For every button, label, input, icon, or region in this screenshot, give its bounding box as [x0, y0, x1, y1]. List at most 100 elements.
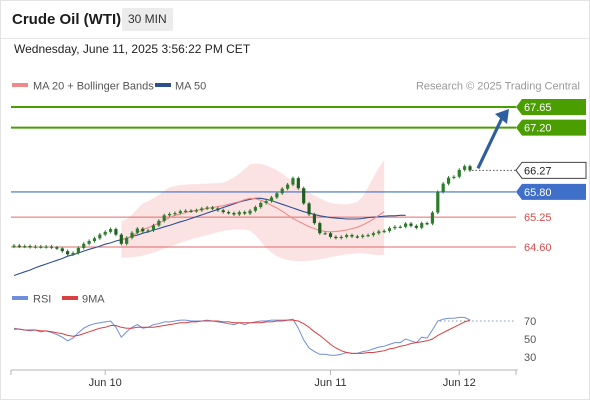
candle-body	[328, 233, 333, 237]
candle-body	[178, 211, 182, 214]
candle-body	[409, 223, 413, 226]
candle-body	[114, 229, 118, 235]
candle-body	[82, 243, 86, 248]
candle-body	[318, 223, 322, 234]
price-plot: 67.65 67.20 66.27 65.80 65.25 64.60	[11, 99, 587, 277]
candle-body	[307, 203, 311, 215]
candle-body	[17, 245, 21, 247]
candle-body	[60, 248, 64, 252]
candle-body	[468, 166, 472, 171]
candle-body	[184, 210, 188, 212]
candle-body	[312, 214, 317, 224]
candle-body	[33, 246, 38, 248]
level-label-64.60: 64.60	[524, 242, 552, 254]
candle-body	[361, 235, 365, 237]
candle-body	[259, 202, 263, 208]
candle-body	[92, 238, 97, 242]
time-axis-ticks: Jun 10 Jun 11 Jun 12	[10, 370, 517, 389]
candle-body	[302, 188, 306, 204]
candle-body	[194, 210, 198, 212]
bollinger-band	[121, 159, 385, 262]
ma50-legend-swatch	[155, 83, 171, 87]
candle-body	[141, 228, 145, 232]
candle-body	[355, 236, 359, 238]
credit-label: Research © 2025 Trading Central	[416, 81, 580, 93]
candle-body	[98, 234, 102, 239]
instrument-title: Crude Oil (WTI)	[12, 11, 122, 28]
candle-body	[425, 223, 429, 225]
candle-body	[280, 188, 284, 194]
rsi-legend-label: RSI	[33, 294, 51, 306]
level-label-66.27: 66.27	[524, 165, 552, 177]
candle-body	[393, 226, 397, 229]
candle-body	[269, 197, 274, 202]
candle-body	[296, 178, 300, 189]
candle-body	[71, 252, 75, 255]
candle-body	[66, 251, 70, 255]
time-tick-label: Jun 12	[443, 377, 476, 389]
rsi-ma9-line	[14, 319, 471, 354]
candle-body	[463, 166, 467, 170]
candle-body	[253, 207, 258, 211]
header-bar: Crude Oil (WTI) 30 MIN	[1, 1, 589, 39]
candle-body	[414, 225, 418, 228]
candle-body	[226, 212, 231, 214]
candle-body	[103, 231, 107, 235]
candle-body	[457, 169, 461, 177]
candle-body	[76, 247, 80, 253]
candle-body	[441, 183, 445, 192]
candle-body	[210, 207, 215, 209]
candle-body	[151, 225, 156, 231]
rsi-tick-50: 50	[524, 334, 536, 346]
candle-body	[248, 210, 252, 214]
candle-body	[173, 213, 177, 215]
interval-button[interactable]: 30 MIN	[122, 8, 173, 31]
time-tick-label: Jun 10	[89, 377, 122, 389]
candle-body	[167, 213, 172, 216]
candle-body	[28, 246, 32, 248]
candle-body	[108, 229, 113, 232]
candle-body	[55, 247, 59, 249]
candle-body	[23, 246, 27, 248]
candle-body	[339, 236, 343, 239]
candle-body	[49, 246, 54, 248]
candle-body	[334, 236, 338, 239]
candle-body	[387, 228, 392, 231]
candle-body	[291, 178, 295, 185]
candle-body	[430, 212, 435, 224]
level-tag-65.80	[516, 183, 586, 200]
candle-body	[12, 245, 16, 247]
forecast-arrow-head	[495, 109, 509, 124]
candle-body	[39, 246, 43, 248]
level-label-67.20: 67.20	[524, 123, 552, 135]
level-tag-67.20	[516, 119, 586, 136]
candle-body	[146, 230, 150, 232]
candle-body	[377, 231, 381, 234]
candle-body	[162, 215, 166, 221]
candle-body	[119, 234, 123, 244]
candle-body	[130, 232, 134, 238]
candle-body	[87, 241, 91, 244]
forecast-arrow-shaft	[476, 117, 504, 170]
time-tick-label: Jun 11	[314, 377, 346, 389]
candle-body	[345, 235, 349, 237]
candle-body	[446, 177, 451, 184]
candle-body	[398, 226, 402, 229]
rsi-tick-70: 70	[524, 316, 536, 328]
candle-body	[243, 212, 247, 214]
candle-body	[286, 184, 290, 189]
level-label-67.65: 67.65	[524, 102, 552, 114]
candle-body	[404, 223, 408, 227]
candle-body	[350, 235, 354, 237]
ma9-legend-swatch	[62, 296, 78, 300]
candle-body	[237, 212, 241, 215]
ma20-legend-label: MA 20 + Bollinger Bands	[33, 81, 154, 93]
candle-body	[452, 176, 456, 178]
candle-body	[44, 246, 48, 248]
level-tag-67.65	[516, 99, 586, 115]
rsi-legend-swatch	[12, 296, 28, 300]
candle-body	[436, 191, 440, 213]
candle-body	[323, 233, 327, 235]
candle-body	[275, 193, 279, 198]
